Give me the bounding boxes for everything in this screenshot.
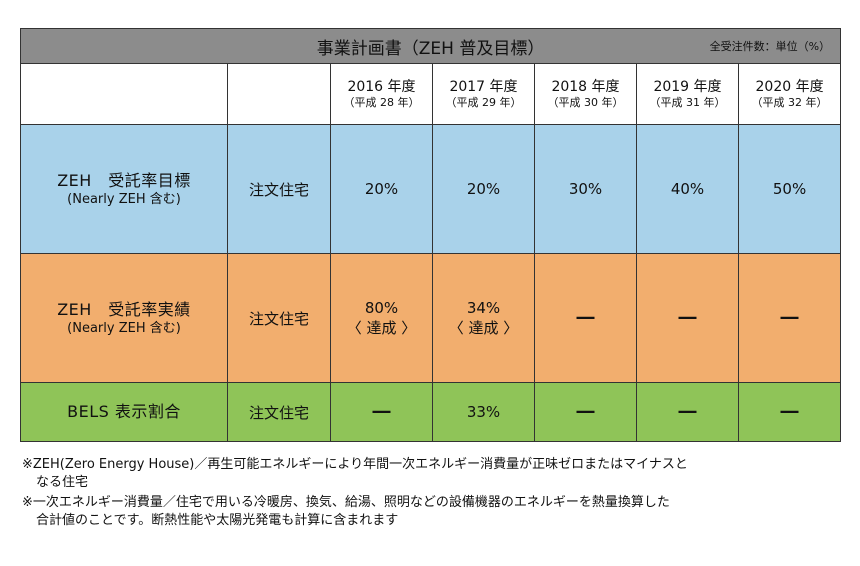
value: 40% [670,180,705,198]
footnotes: ※ZEH(Zero Energy House)／再生可能エネルギーにより年間一次… [22,456,842,532]
value-cell: ― [330,382,433,442]
year-header-cell: 2017 年度 （平成 29 年） [432,63,535,125]
housing-type-cell: 注文住宅 [227,124,331,254]
achieved-label: 〈 達成 〉 [346,319,417,337]
year-header-cell: 2020 年度 （平成 32 年） [737,63,842,125]
dash-value: ― [576,401,595,422]
value-cell: ― [636,382,739,442]
year-label: 2019 年度 [653,79,722,95]
footnote-zeh: ※ZEH(Zero Energy House)／再生可能エネルギーにより年間一次… [22,456,842,492]
value-cell: 50% [737,124,842,254]
category-sub-label: (Nearly ZEH 含む) [67,320,181,336]
category-label: ZEH 受託率目標 [57,170,191,190]
category-label: ZEH 受託率実績 [57,299,191,319]
value: 33% [466,403,501,421]
table-title: 事業計画書（ZEH 普及目標） [316,38,545,59]
era-label: （平成 29 年） [445,96,522,109]
value: 50% [772,180,807,198]
value-cell: 40% [636,124,739,254]
achieved-label: 〈 達成 〉 [448,319,519,337]
category-label: BELS 表示割合 [67,402,181,421]
year-label: 2018 年度 [551,79,620,95]
value-cell: ― [737,382,842,442]
zeh-actual-row: ZEH 受託率実績 (Nearly ZEH 含む) 注文住宅 80% 〈 達成 〉 … [20,253,842,383]
value: 34% [466,299,501,317]
footnote-primary-energy: ※一次エネルギー消費量／住宅で用いる冷暖房、換気、給湯、照明などの設備機器のエネ… [22,494,842,530]
zeh-target-row: ZEH 受託率目標 (Nearly ZEH 含む) 注文住宅 20% 20% 30… [20,124,842,254]
value-cell: 80% 〈 達成 〉 [330,253,433,383]
era-label: （平成 30 年） [547,96,624,109]
category-cell: ZEH 受託率目標 (Nearly ZEH 含む) [20,124,228,254]
value-cell: ― [737,253,842,383]
footnote-line: 合計値のことです。断熱性能や太陽光発電も計算に含まれます [36,513,399,528]
value-cell: 30% [534,124,637,254]
empty-header-cell [227,63,331,125]
dash-value: ― [780,307,799,328]
bels-row: BELS 表示割合 注文住宅 ― 33% ― ― ― [20,382,842,442]
zeh-plan-table: 事業計画書（ZEH 普及目標） 全受注件数：単位（%） 2016 年度 （平成 2… [19,28,842,442]
era-label: （平成 31 年） [649,96,726,109]
year-label: 2016 年度 [347,79,416,95]
era-label: （平成 32 年） [751,96,828,109]
year-header-cell: 2016 年度 （平成 28 年） [330,63,433,125]
footnote-line: ※一次エネルギー消費量／住宅で用いる冷暖房、換気、給湯、照明などの設備機器のエネ… [22,495,670,510]
value-cell: 20% [330,124,433,254]
year-header-cell: 2019 年度 （平成 31 年） [636,63,739,125]
year-label: 2017 年度 [449,79,518,95]
value-cell: ― [534,382,637,442]
value-cell: 33% [432,382,535,442]
value-cell: ― [636,253,739,383]
empty-header-cell [20,63,228,125]
table-title-cell: 事業計画書（ZEH 普及目標） 全受注件数：単位（%） [19,28,842,64]
year-header-row: 2016 年度 （平成 28 年） 2017 年度 （平成 29 年） 2018 年… [20,63,842,125]
housing-type-cell: 注文住宅 [227,382,331,442]
value: 20% [466,180,501,198]
dash-value: ― [576,307,595,328]
value: 80% [364,299,399,317]
era-label: （平成 28 年） [343,96,420,109]
year-header-cell: 2018 年度 （平成 30 年） [534,63,637,125]
unit-label: 全受注件数：単位（%） [709,40,831,53]
category-cell: ZEH 受託率実績 (Nearly ZEH 含む) [20,253,228,383]
title-row: 事業計画書（ZEH 普及目標） 全受注件数：単位（%） [19,28,842,64]
value-cell: 34% 〈 達成 〉 [432,253,535,383]
year-label: 2020 年度 [755,79,824,95]
value: 20% [364,180,399,198]
category-sub-label: (Nearly ZEH 含む) [67,191,181,207]
footnote-line: なる住宅 [36,475,89,490]
dash-value: ― [678,307,697,328]
dash-value: ― [780,401,799,422]
dash-value: ― [678,401,697,422]
value: 30% [568,180,603,198]
dash-value: ― [372,401,391,422]
value-cell: 20% [432,124,535,254]
value-cell: ― [534,253,637,383]
housing-type-cell: 注文住宅 [227,253,331,383]
category-cell: BELS 表示割合 [20,382,228,442]
footnote-line: ※ZEH(Zero Energy House)／再生可能エネルギーにより年間一次… [22,457,688,472]
